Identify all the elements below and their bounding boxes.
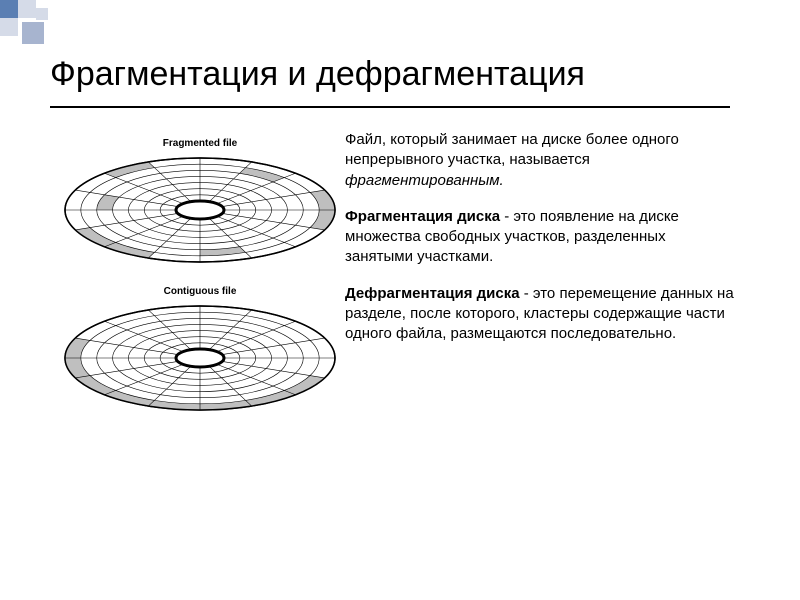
paragraph-2: Фрагментация диска - это появление на ди… <box>345 207 735 268</box>
content-area: Fragmented file Contiguous file Файл, ко… <box>0 130 800 590</box>
fragmented-disk-block: Fragmented file <box>55 138 345 268</box>
p1-text-a: Файл, который занимает на диске более од… <box>345 131 679 168</box>
paragraph-1: Файл, который занимает на диске более од… <box>345 130 735 191</box>
slide-title: Фрагментация и дефрагментация <box>50 55 730 108</box>
paragraph-3: Дефрагментация диска - это перемещение д… <box>345 284 735 345</box>
p2-term: Фрагментация диска <box>345 208 500 225</box>
p1-text-b: фрагментированным. <box>345 172 504 189</box>
diagrams-column: Fragmented file Contiguous file <box>0 130 345 590</box>
text-column: Файл, который занимает на диске более од… <box>345 130 775 590</box>
contiguous-disk-diagram <box>60 301 340 416</box>
fragmented-label: Fragmented file <box>55 138 345 149</box>
fragmented-disk-diagram <box>60 153 340 268</box>
corner-decoration <box>0 0 60 50</box>
contiguous-disk-block: Contiguous file <box>55 286 345 416</box>
p3-term: Дефрагментация диска <box>345 285 520 302</box>
contiguous-label: Contiguous file <box>55 286 345 297</box>
